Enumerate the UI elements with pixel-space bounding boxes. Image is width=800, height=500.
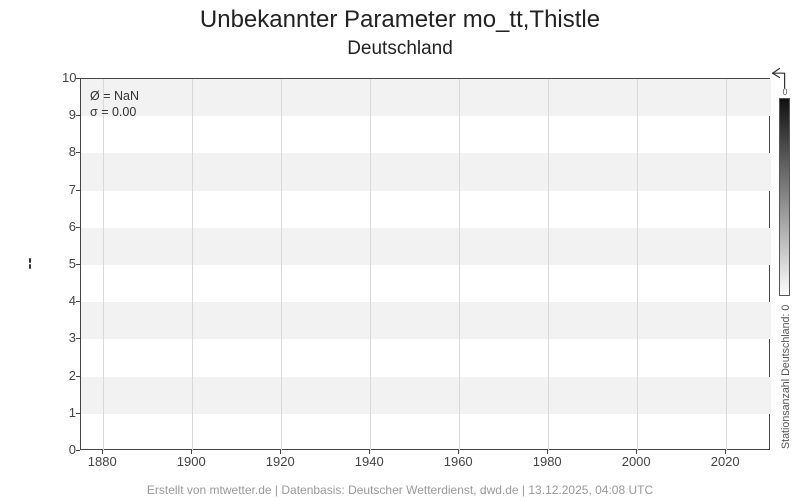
svg-text:Stationsanzahl Deutschland: 0: Stationsanzahl Deutschland: 0 xyxy=(780,305,792,449)
